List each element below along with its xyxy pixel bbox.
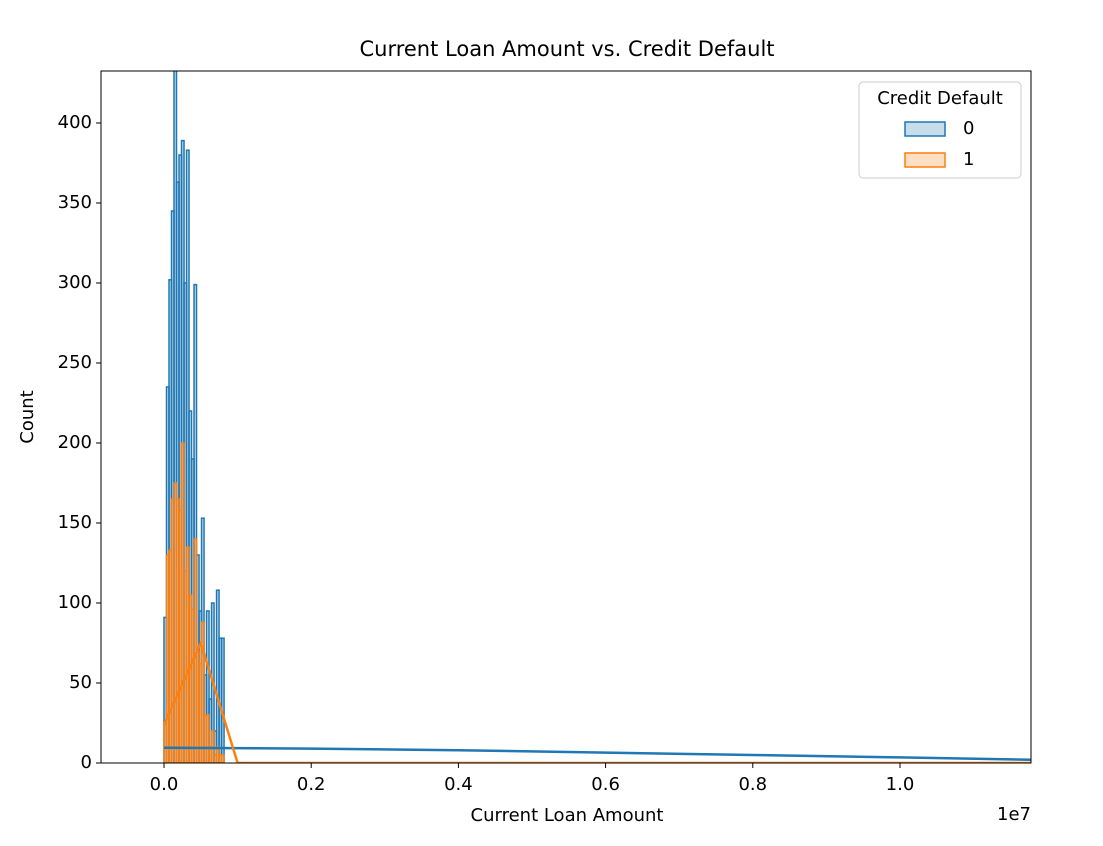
x-tick-label: 0.4 [444,774,473,795]
y-axis-label: Count [17,390,38,443]
chart-title: Current Loan Amount vs. Credit Default [359,37,774,61]
plot-area [162,71,1031,763]
y-tick-label: 250 [58,352,92,373]
x-axis-label: Current Loan Amount [471,805,664,826]
histogram-bar [220,754,225,763]
kde-line [162,639,1031,763]
legend-label: 1 [963,149,974,170]
legend-label: 0 [963,118,974,139]
x-tick-label: 0.0 [150,774,179,795]
y-tick-label: 350 [58,192,92,213]
x-offset-label: 1e7 [997,804,1031,825]
x-tick-label: 1.0 [886,774,915,795]
legend-title: Credit Default [877,88,1003,109]
x-tick-label: 0.6 [591,774,620,795]
y-tick-label: 50 [69,672,92,693]
x-tick-label: 0.8 [738,774,767,795]
histogram-bar [205,714,210,763]
x-tick-label: 0.2 [297,774,326,795]
legend-swatch [904,152,946,168]
y-tick-label: 200 [58,432,92,453]
plot-frame [100,70,1032,764]
y-tick-label: 0 [81,752,92,773]
histogram-bar [200,621,205,763]
y-tick-label: 150 [58,512,92,533]
histogram-bar [220,637,225,763]
legend-box [858,81,1022,179]
kde-line [163,746,1031,762]
y-tick-label: 100 [58,592,92,613]
y-tick-label: 300 [58,272,92,293]
y-tick-label: 400 [58,112,92,133]
histogram-bar [193,283,198,763]
histogram-bar [205,610,210,763]
axes: 0 50 100 150 200 250 300 350 400 0.0 0.2 0.4 0.6 0.8 1… [58,70,1032,795]
legend-swatch [904,121,946,137]
